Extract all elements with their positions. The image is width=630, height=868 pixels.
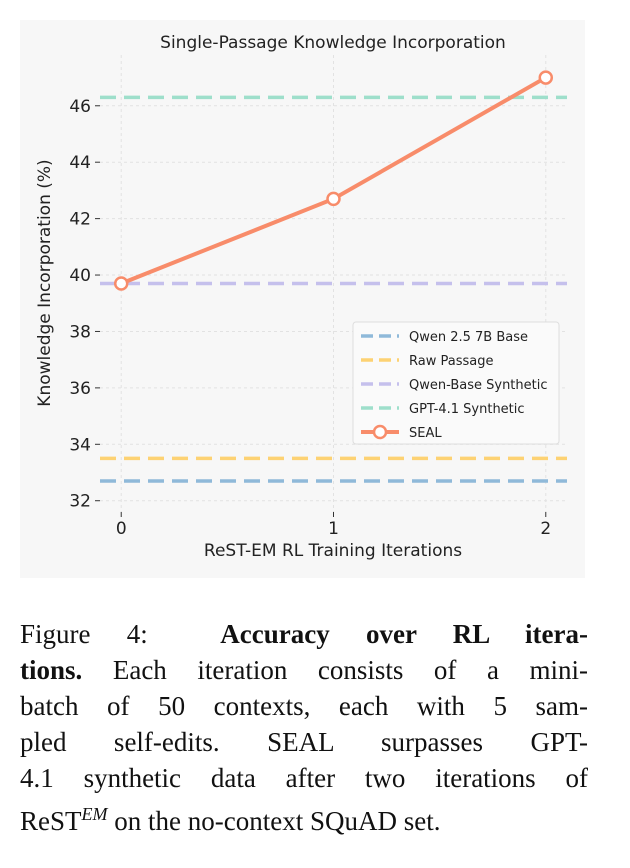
figure-caption: Figure 4: Accuracy over RL itera- tions.… — [20, 616, 588, 839]
chart-title: Single-Passage Knowledge Incorporation — [160, 33, 506, 53]
y-tick-label: 38 — [69, 322, 91, 342]
x-axis-label: ReST-EM RL Training Iterations — [204, 541, 462, 561]
line-chart: 32 34 36 38 40 42 44 46 0 1 2 Single-Passage Knowle… — [35, 33, 567, 561]
caption-text: on the no-context SQuAD set. — [107, 806, 441, 836]
x-tick-label: 1 — [328, 519, 339, 539]
legend-label: GPT-4.1 Synthetic — [409, 402, 525, 417]
chart-panel — [20, 20, 585, 578]
caption-label: Figure 4: — [20, 619, 148, 649]
caption-superscript: EM — [81, 804, 108, 824]
seal-line — [120, 75, 547, 286]
legend-marker-icon — [372, 424, 388, 440]
y-tick-label: 42 — [69, 210, 91, 230]
legend-label: Qwen 2.5 7B Base — [409, 330, 528, 345]
seal-point — [538, 70, 554, 85]
caption-bold-title: Accuracy over RL itera- — [220, 619, 588, 649]
x-tick-label: 0 — [116, 519, 127, 539]
y-tick-label: 44 — [69, 153, 91, 173]
caption-text: 4.1 synthetic data after two iterations … — [20, 763, 588, 793]
y-axis-label: Knowledge Incorporation (%) — [35, 159, 55, 406]
y-tick-label: 36 — [69, 379, 91, 399]
y-tick-label: 34 — [69, 435, 91, 455]
caption-text: batch of 50 contexts, each with 5 sam- — [20, 691, 588, 721]
legend-label: SEAL — [409, 426, 442, 441]
caption-text: ReST — [20, 806, 82, 836]
y-tick-label: 46 — [69, 97, 91, 117]
legend-label: Raw Passage — [409, 354, 493, 369]
caption-bold-title-end: tions. — [20, 655, 83, 685]
legend-label: Qwen-Base Synthetic — [409, 378, 548, 393]
seal-point — [113, 276, 129, 291]
legend-box — [352, 321, 560, 445]
seal-point — [326, 191, 341, 207]
y-tick-label: 40 — [69, 266, 91, 286]
x-tick-label: 2 — [540, 519, 551, 539]
caption-text: pled self-edits. SEAL surpasses GPT- — [20, 727, 588, 757]
caption-text: Each iteration consists of a mini- — [112, 655, 589, 685]
y-tick-label: 32 — [69, 492, 91, 512]
